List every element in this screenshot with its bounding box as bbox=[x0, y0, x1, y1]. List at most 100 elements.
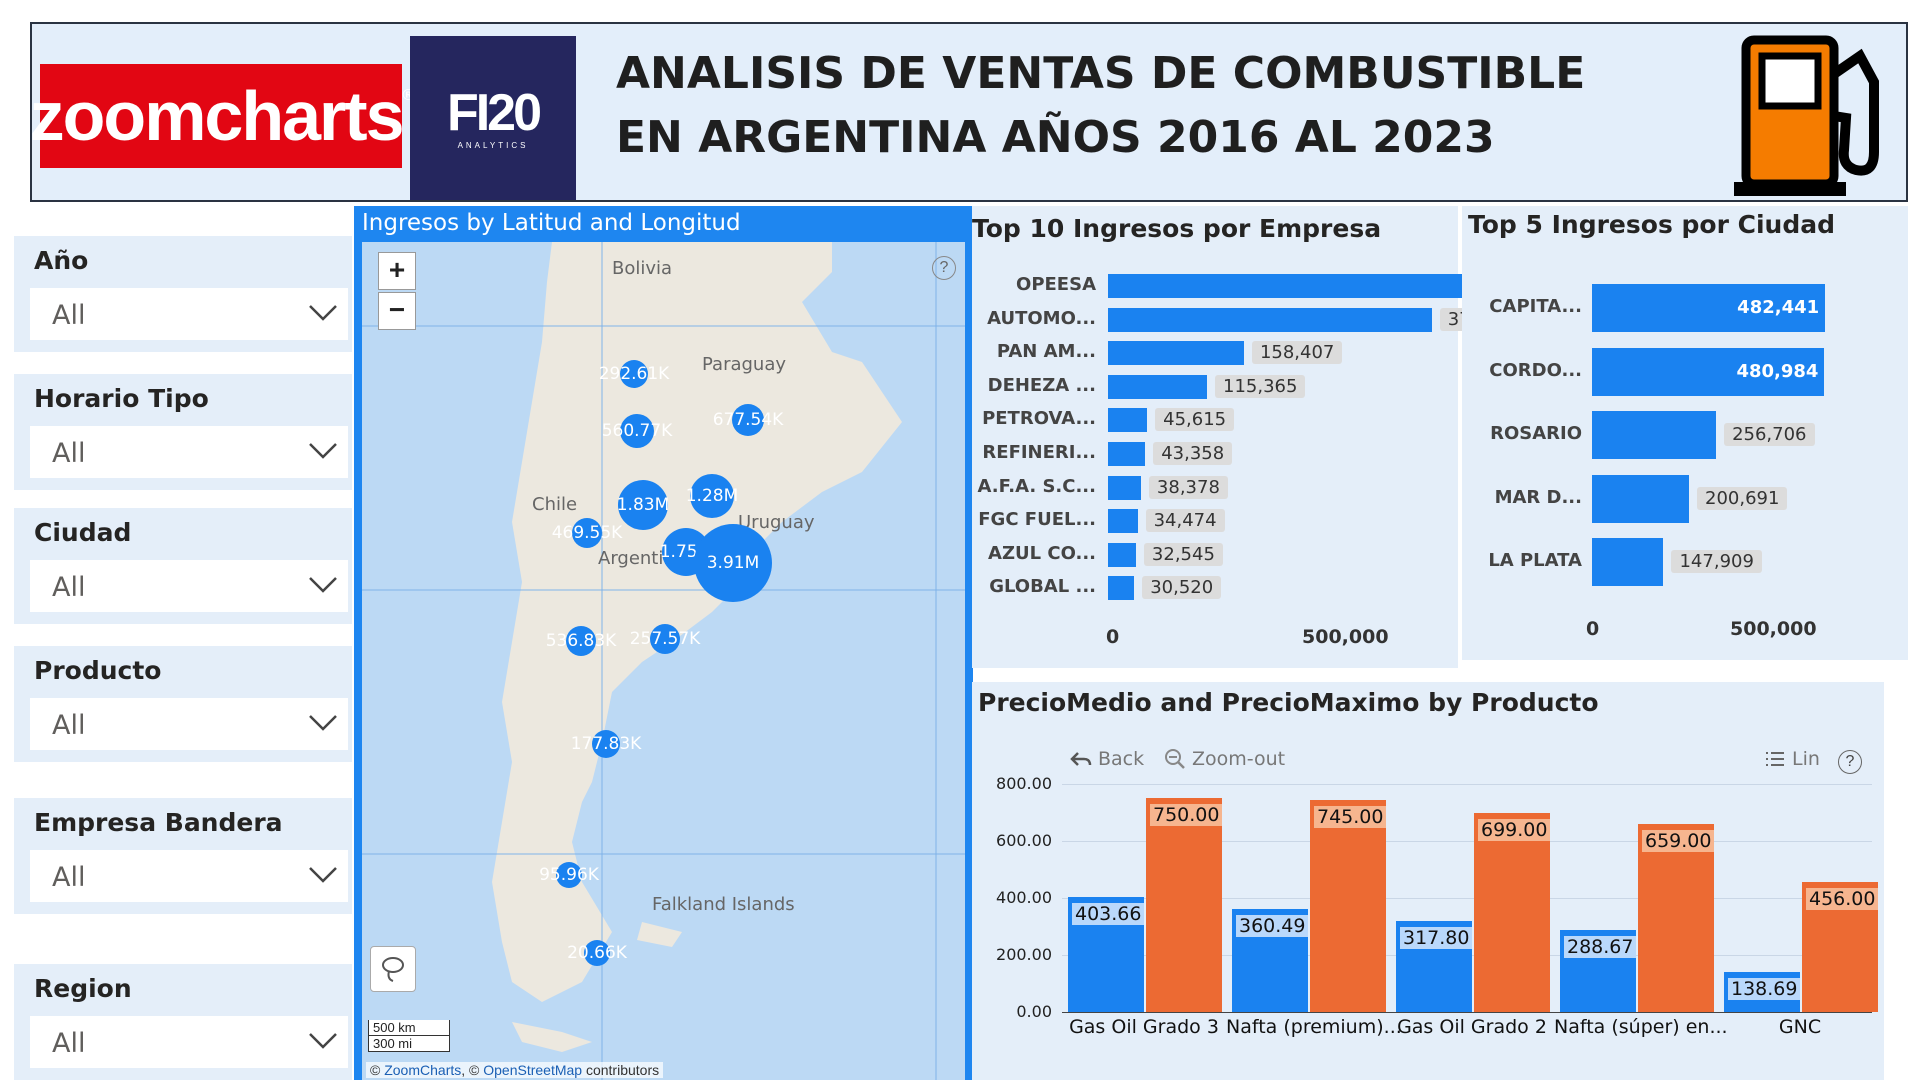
top10-category-label: A.F.A. S.C... bbox=[977, 475, 1097, 497]
top5-title: Top 5 Ingresos por Ciudad bbox=[1468, 210, 1836, 239]
top10-value-label: 30,520 bbox=[1142, 576, 1222, 600]
top5-bar[interactable] bbox=[1592, 538, 1664, 586]
precio-category-label: Nafta (súper) en... bbox=[1554, 1016, 1728, 1038]
map-bubble-label: 469.55K bbox=[551, 523, 623, 543]
top10-bar[interactable] bbox=[1108, 307, 1432, 332]
top5-axis-tick: 0 bbox=[1586, 618, 1600, 640]
slicer-producto-dropdown[interactable]: All bbox=[30, 698, 348, 750]
top10-category-label: REFINERI... bbox=[982, 442, 1096, 463]
top10-bar[interactable] bbox=[1108, 274, 1488, 298]
slicer-ano-dropdown[interactable]: All bbox=[30, 288, 348, 340]
scale-mi: 300 mi bbox=[368, 1036, 450, 1052]
zoomcharts-logo-text: zoomcharts bbox=[29, 77, 405, 155]
map-bubble[interactable]: 677.54K bbox=[713, 404, 783, 436]
zoom-in-button[interactable]: + bbox=[378, 252, 416, 290]
map-label-uruguay: Uruguay bbox=[738, 512, 815, 533]
precio-y-tick: 0.00 bbox=[1016, 1002, 1052, 1021]
slicer-empresa-bandera: Empresa Bandera All bbox=[14, 798, 352, 914]
precio-medio-label: 403.66 bbox=[1072, 902, 1145, 925]
precio-maximo-label: 456.00 bbox=[1806, 888, 1879, 911]
slicer-ciudad-dropdown[interactable]: All bbox=[30, 560, 348, 612]
chevron-down-icon bbox=[309, 867, 337, 883]
header-banner: zoomcharts ® FI20 ANALYTICS ANALISIS DE V… bbox=[30, 22, 1908, 202]
slicer-horario-tipo: Horario Tipo All bbox=[14, 374, 352, 490]
slicer-empresa-bandera-value: All bbox=[52, 862, 86, 893]
map-bubble[interactable]: 1.83M bbox=[617, 480, 669, 530]
precio-y-tick: 400.00 bbox=[996, 888, 1052, 907]
top10-category-label: FGC FUEL... bbox=[978, 509, 1096, 531]
top10-bar[interactable] bbox=[1108, 576, 1135, 601]
precio-gridline bbox=[1062, 1012, 1872, 1013]
slicer-ano: Año All bbox=[14, 236, 352, 352]
top5-value-label: 256,706 bbox=[1724, 423, 1815, 446]
map-bubble-label: 257.57K bbox=[629, 629, 701, 649]
zoom-out-button[interactable]: − bbox=[378, 292, 416, 330]
help-icon[interactable]: ? bbox=[932, 256, 956, 280]
report-title: ANALISIS DE VENTAS DE COMBUSTIBLE EN ARG… bbox=[616, 42, 1716, 170]
slicer-empresa-bandera-dropdown[interactable]: All bbox=[30, 850, 348, 902]
slicer-empresa-bandera-label: Empresa Bandera bbox=[34, 808, 283, 837]
map-bubble[interactable]: 95.96K bbox=[539, 862, 599, 888]
chevron-down-icon bbox=[309, 443, 337, 459]
chevron-down-icon bbox=[309, 305, 337, 321]
slicer-ciudad-value: All bbox=[52, 572, 86, 603]
top10-axis-tick: 0 bbox=[1106, 626, 1120, 648]
top10-category-label: AUTOMO... bbox=[987, 307, 1096, 329]
precio-category-label: Gas Oil Grado 2 bbox=[1397, 1016, 1547, 1038]
chevron-down-icon bbox=[309, 577, 337, 593]
chart-help-icon[interactable]: ? bbox=[1838, 750, 1862, 774]
map-bubble[interactable]: 1.28M bbox=[686, 474, 738, 518]
top5-category-label: LA PLATA bbox=[1488, 550, 1582, 571]
precio-y-tick: 600.00 bbox=[996, 831, 1052, 850]
map-bubble[interactable]: 469.55K bbox=[552, 518, 622, 548]
map-canvas[interactable]: + − ? Bolivia Paraguay Chile Uruguay Arg… bbox=[362, 242, 965, 1080]
scale-toggle-button[interactable]: Lin bbox=[1764, 748, 1820, 770]
top10-bar[interactable] bbox=[1108, 442, 1146, 466]
zoom-out-icon bbox=[1165, 749, 1185, 769]
precio-gridline bbox=[1062, 784, 1872, 785]
map-bubble[interactable]: 257.57K bbox=[630, 624, 700, 654]
precio-maximo-column[interactable] bbox=[1310, 799, 1386, 1012]
precio-maximo-column[interactable] bbox=[1146, 798, 1222, 1012]
top5-bar[interactable] bbox=[1592, 411, 1717, 459]
zoomcharts-link[interactable]: ZoomCharts bbox=[384, 1062, 462, 1078]
top10-bar[interactable] bbox=[1108, 408, 1148, 433]
map-bubble-label: 292.61K bbox=[598, 364, 670, 384]
scale-toggle-label: Lin bbox=[1792, 748, 1820, 770]
precio-y-tick: 200.00 bbox=[996, 945, 1052, 964]
top5-bar[interactable] bbox=[1592, 284, 1826, 332]
top10-bar[interactable] bbox=[1108, 341, 1244, 366]
slicer-region-dropdown[interactable]: All bbox=[30, 1016, 348, 1068]
attribution-mid: , © bbox=[461, 1062, 484, 1078]
back-button[interactable]: Back bbox=[1070, 748, 1144, 770]
top10-bar[interactable] bbox=[1108, 509, 1138, 534]
top10-category-label: GLOBAL ... bbox=[989, 576, 1096, 598]
zoom-out-chart-button[interactable]: Zoom-out bbox=[1164, 748, 1285, 770]
top10-title: Top 10 Ingresos por Empresa bbox=[972, 214, 1382, 243]
map-bubble[interactable]: 536.83K bbox=[546, 626, 616, 656]
top10-bar[interactable] bbox=[1108, 475, 1141, 500]
report-title-line2: EN ARGENTINA AÑOS 2016 AL 2023 bbox=[616, 112, 1495, 163]
map-bubble[interactable]: 177.83K bbox=[571, 730, 641, 758]
map-bubble[interactable]: 292.61K bbox=[599, 360, 669, 388]
precio-medio-label: 317.80 bbox=[1400, 927, 1473, 950]
lasso-button[interactable] bbox=[370, 946, 416, 992]
fi20-logo-main: FI20 bbox=[446, 83, 542, 142]
top10-category-label: AZUL CO... bbox=[988, 542, 1096, 564]
openstreetmap-link[interactable]: OpenStreetMap bbox=[483, 1062, 583, 1078]
top10-bar[interactable] bbox=[1108, 374, 1207, 399]
map-bubble[interactable]: 560.77K bbox=[602, 414, 672, 448]
map-bubble[interactable]: 20.66K bbox=[567, 940, 627, 966]
map-attribution: © ZoomCharts, © OpenStreetMap contributo… bbox=[366, 1062, 664, 1078]
top10-bar[interactable] bbox=[1108, 542, 1136, 567]
top5-bar[interactable] bbox=[1592, 474, 1689, 523]
map-label-chile: Chile bbox=[532, 494, 578, 515]
precio-maximo-column[interactable] bbox=[1474, 812, 1550, 1012]
map-bubble[interactable]: 3.91M bbox=[694, 524, 772, 602]
precio-maximo-column[interactable] bbox=[1638, 824, 1714, 1012]
fi20-logo-sub: ANALYTICS bbox=[457, 140, 529, 150]
top5-bar[interactable] bbox=[1592, 347, 1825, 396]
slicer-horario-tipo-dropdown[interactable]: All bbox=[30, 426, 348, 478]
top10-value-label: 43,358 bbox=[1153, 442, 1233, 465]
precio-medio-label: 288.67 bbox=[1564, 935, 1637, 958]
